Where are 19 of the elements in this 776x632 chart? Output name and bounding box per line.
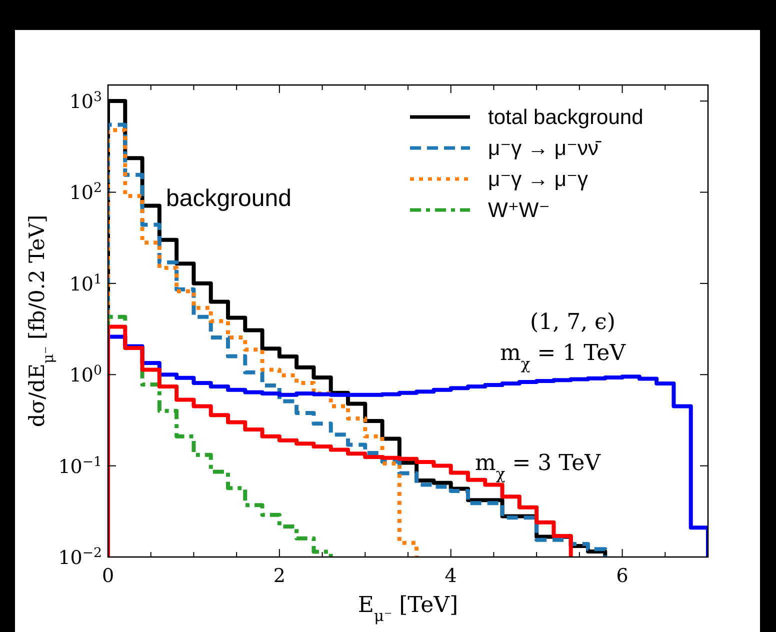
x-tick-label: 2	[273, 565, 286, 587]
x-axis-title: E$_{μ⁻}$ [TeV]	[358, 593, 458, 625]
x-tick-label: 6	[616, 565, 628, 587]
annotation: background	[166, 185, 292, 212]
legend-label: total background	[488, 106, 644, 129]
annotation: m$_{χ}$ = 1 TeV	[500, 341, 627, 373]
annotation: (1, 7, ϵ)	[530, 310, 616, 335]
y-tick-label: 10$^{−1}$	[58, 454, 102, 478]
x-tick-label: 0	[102, 565, 114, 587]
y-tick-label: 10$^{−2}$	[58, 546, 102, 569]
legend-label: μ⁻γ → μ⁻νν̄	[488, 137, 602, 160]
y-tick-label: 10$^{0}$	[69, 363, 102, 387]
y-tick-label: 10$^{1}$	[69, 272, 102, 296]
x-tick-label: 4	[444, 565, 457, 587]
y-tick-label: 10$^{2}$	[69, 180, 102, 204]
y-tick-label: 10$^{3}$	[69, 90, 102, 114]
legend-label: μ⁻γ → μ⁻γ	[488, 168, 589, 191]
legend-label: W⁺W⁻	[488, 199, 550, 222]
annotation: m$_{χ}$ = 3 TeV	[475, 451, 602, 483]
